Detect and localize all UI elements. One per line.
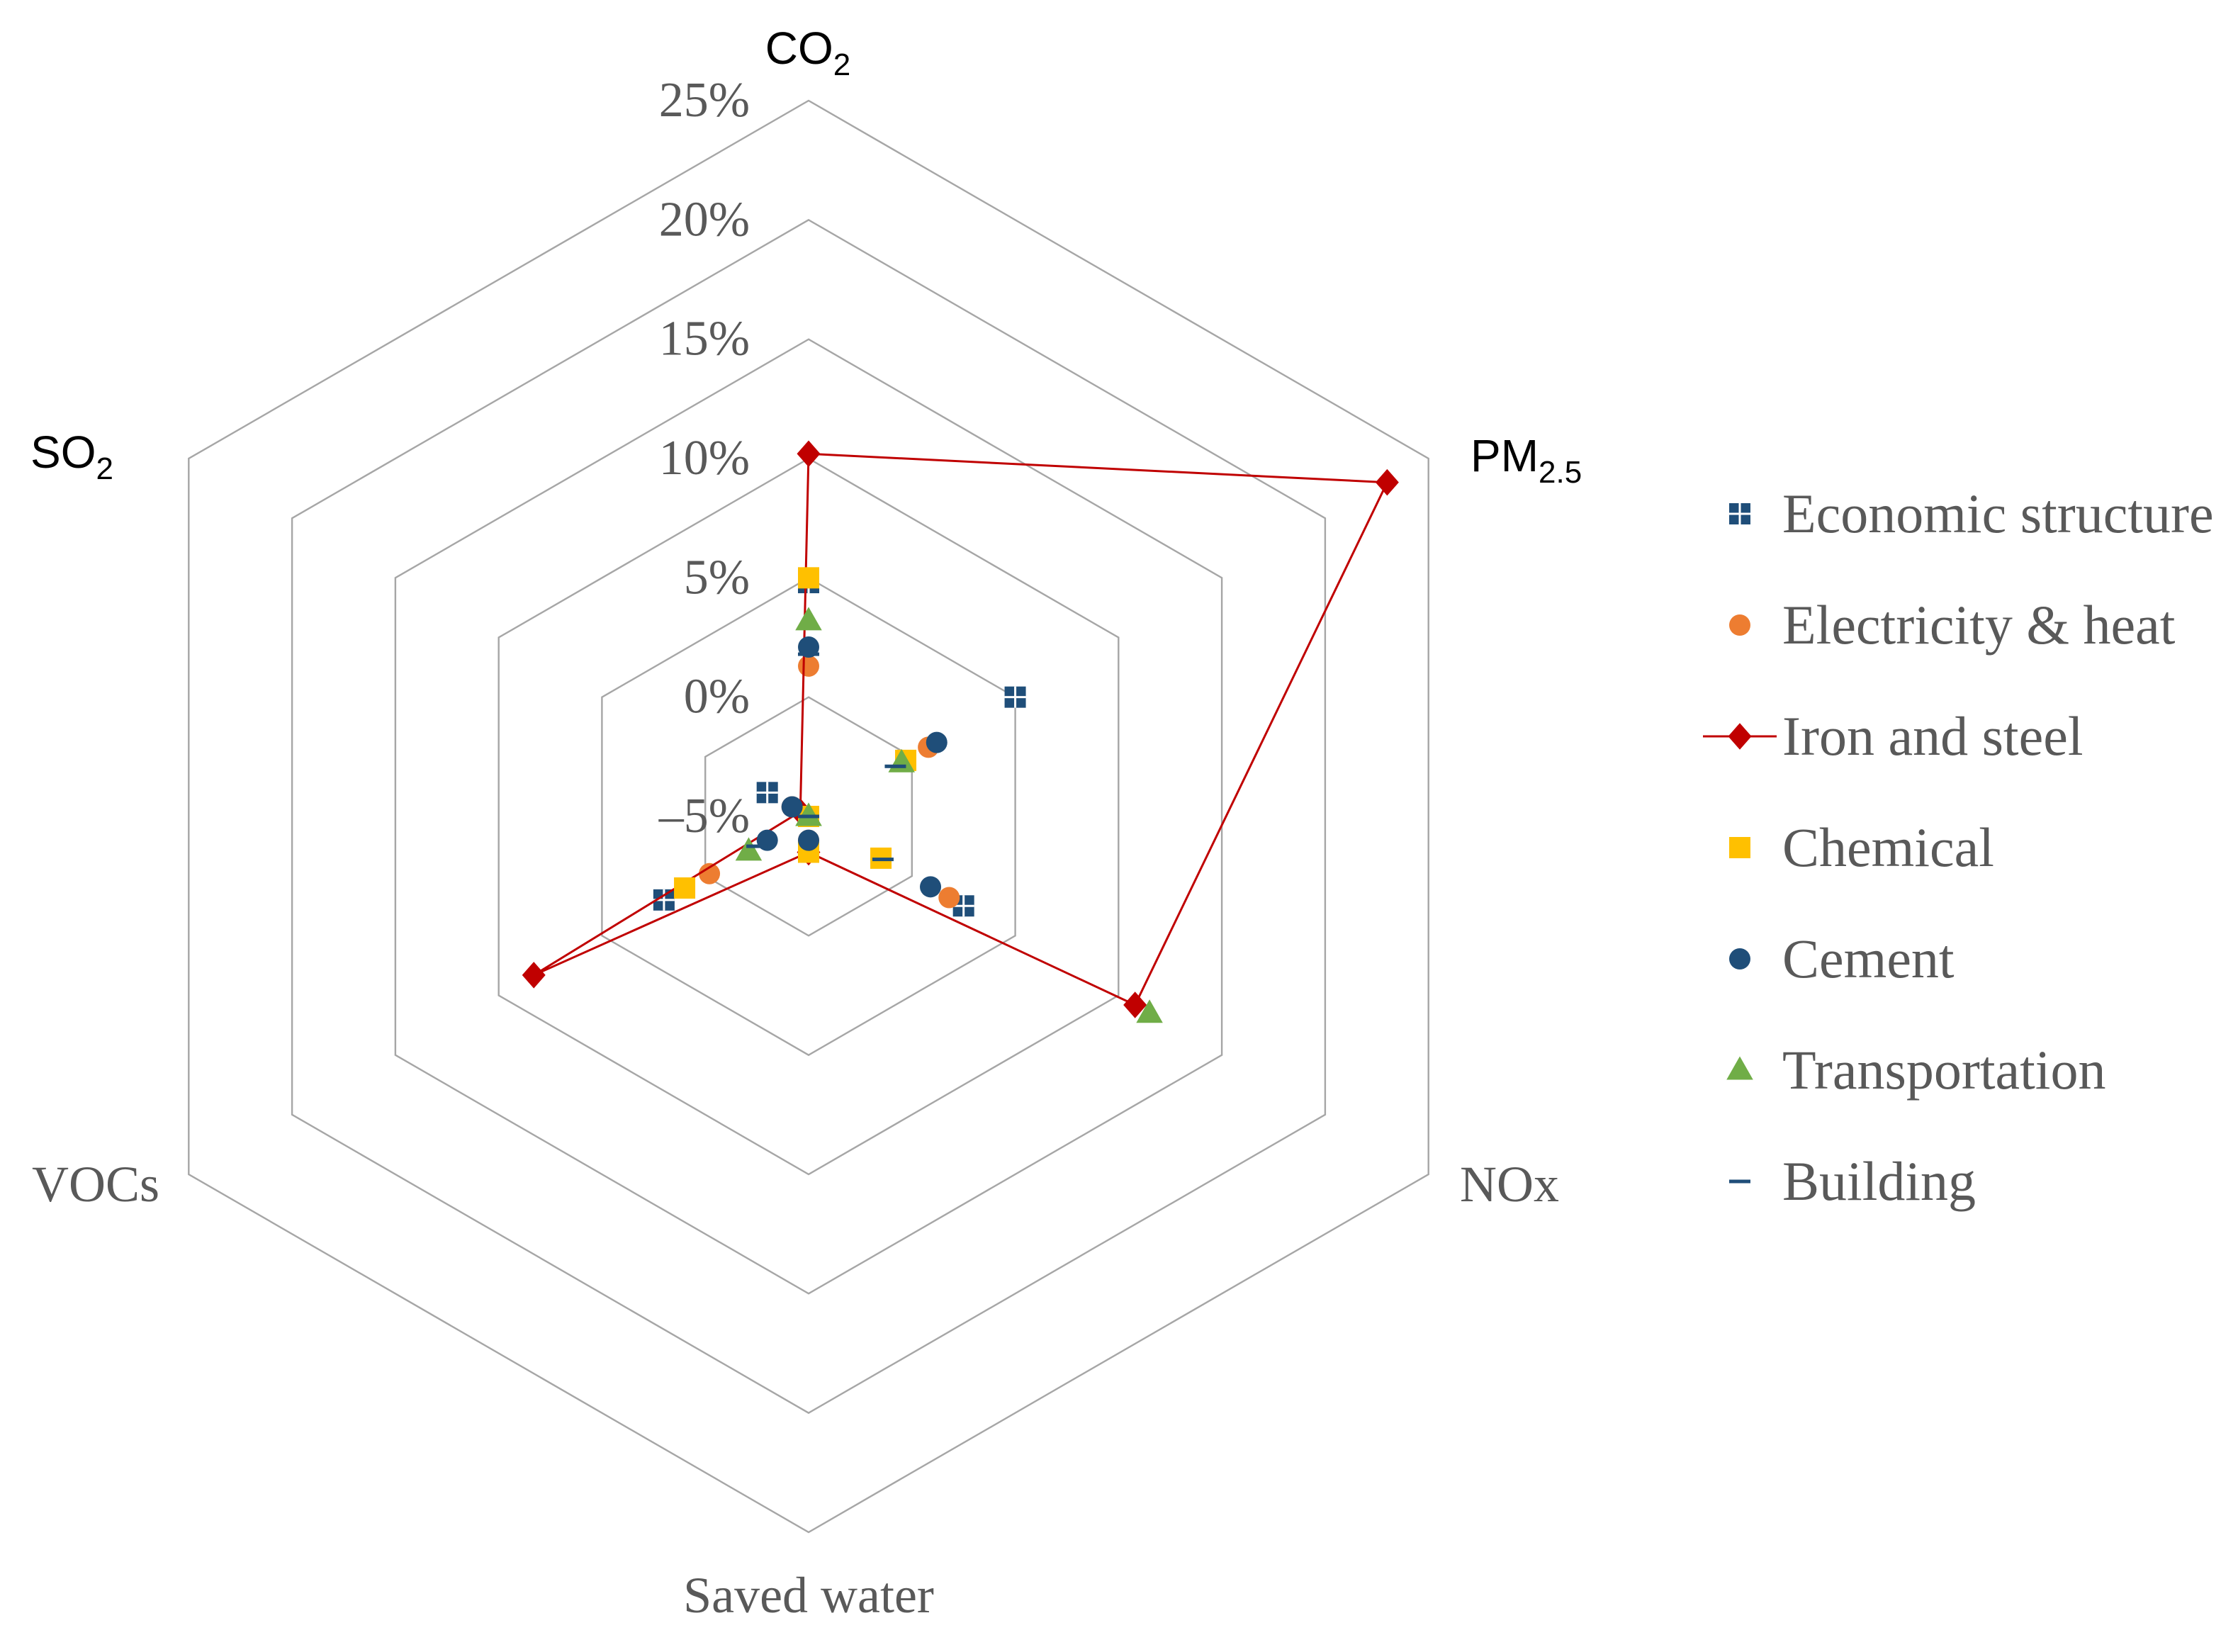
ring-labels: –5% 0% 5% 10% 15% 20% 25% <box>658 73 750 843</box>
grid-ring <box>188 99 1429 1534</box>
data-point <box>746 844 768 848</box>
data-point <box>798 636 819 658</box>
data-point <box>798 567 819 589</box>
grid-ring <box>394 338 1223 1295</box>
ring-label: 15% <box>659 312 750 366</box>
data-point <box>1136 999 1163 1023</box>
series-iron-and-steel <box>522 440 1399 1018</box>
legend-item: Building <box>1729 1150 1976 1212</box>
series-line <box>533 452 1389 1006</box>
data-point <box>1729 1179 1750 1184</box>
axis-label: SO2 <box>30 427 113 486</box>
series-building <box>746 652 906 862</box>
series-cement <box>756 636 948 898</box>
data-point <box>1004 686 1026 708</box>
data-point <box>938 887 960 909</box>
data-point <box>1728 723 1752 750</box>
data-point <box>522 962 546 989</box>
grid-ring <box>291 218 1327 1415</box>
ring-label: 20% <box>659 192 750 247</box>
series-transportation <box>735 607 1163 1023</box>
data-point <box>674 877 696 899</box>
legend-item: Chemical <box>1729 816 1994 878</box>
legend: Economic structure Electricity & heat Iron… <box>1703 483 2214 1212</box>
data-point <box>798 655 819 677</box>
legend-label: Electricity & heat <box>1782 594 2176 656</box>
data-point <box>1375 468 1399 496</box>
ring-label: 0% <box>684 670 750 724</box>
data-point <box>735 837 763 861</box>
legend-label: Chemical <box>1782 816 1994 878</box>
data-point <box>798 829 819 851</box>
data-series <box>522 440 1399 1023</box>
axis-label: NOx <box>1460 1156 1559 1213</box>
data-point <box>872 858 894 862</box>
data-point <box>795 607 822 631</box>
data-point <box>781 796 803 818</box>
data-point <box>884 764 906 768</box>
legend-item: Iron and steel <box>1703 705 2084 767</box>
data-point <box>920 876 942 898</box>
data-point <box>798 814 819 819</box>
ring-label: 5% <box>684 550 750 605</box>
data-point <box>798 652 819 656</box>
axis-labels: CO2 PM2.5 NOx Saved water VOCs SO2 <box>30 23 1582 1624</box>
grid-ring <box>497 457 1120 1176</box>
legend-label: Transportation <box>1782 1039 2105 1101</box>
data-point <box>1726 1056 1753 1080</box>
ring-label: 25% <box>659 73 750 128</box>
data-point <box>797 440 821 468</box>
ring-label: 10% <box>659 431 750 485</box>
data-point <box>795 802 822 826</box>
axis-label: Saved water <box>683 1567 934 1624</box>
data-point <box>1729 503 1750 524</box>
legend-label: Iron and steel <box>1782 705 2084 767</box>
legend-item: Electricity & heat <box>1729 594 2176 656</box>
series-chemical <box>674 567 917 899</box>
legend-item: Cement <box>1729 928 1955 989</box>
legend-label: Cement <box>1782 928 1955 989</box>
data-point <box>1123 991 1147 1018</box>
data-point <box>1729 614 1750 636</box>
data-point <box>1729 948 1750 970</box>
legend-label: Building <box>1782 1150 1976 1212</box>
data-point <box>699 862 721 884</box>
axis-label: PM2.5 <box>1471 430 1582 490</box>
data-point <box>1729 837 1750 858</box>
axis-label: CO2 <box>765 23 850 82</box>
legend-item: Economic structure <box>1729 483 2214 544</box>
data-point <box>756 782 778 804</box>
ring-label: –5% <box>658 789 750 843</box>
legend-label: Economic structure <box>1782 483 2214 544</box>
data-point <box>926 731 948 753</box>
legend-item: Transportation <box>1726 1039 2105 1101</box>
axis-label: VOCs <box>32 1156 159 1213</box>
